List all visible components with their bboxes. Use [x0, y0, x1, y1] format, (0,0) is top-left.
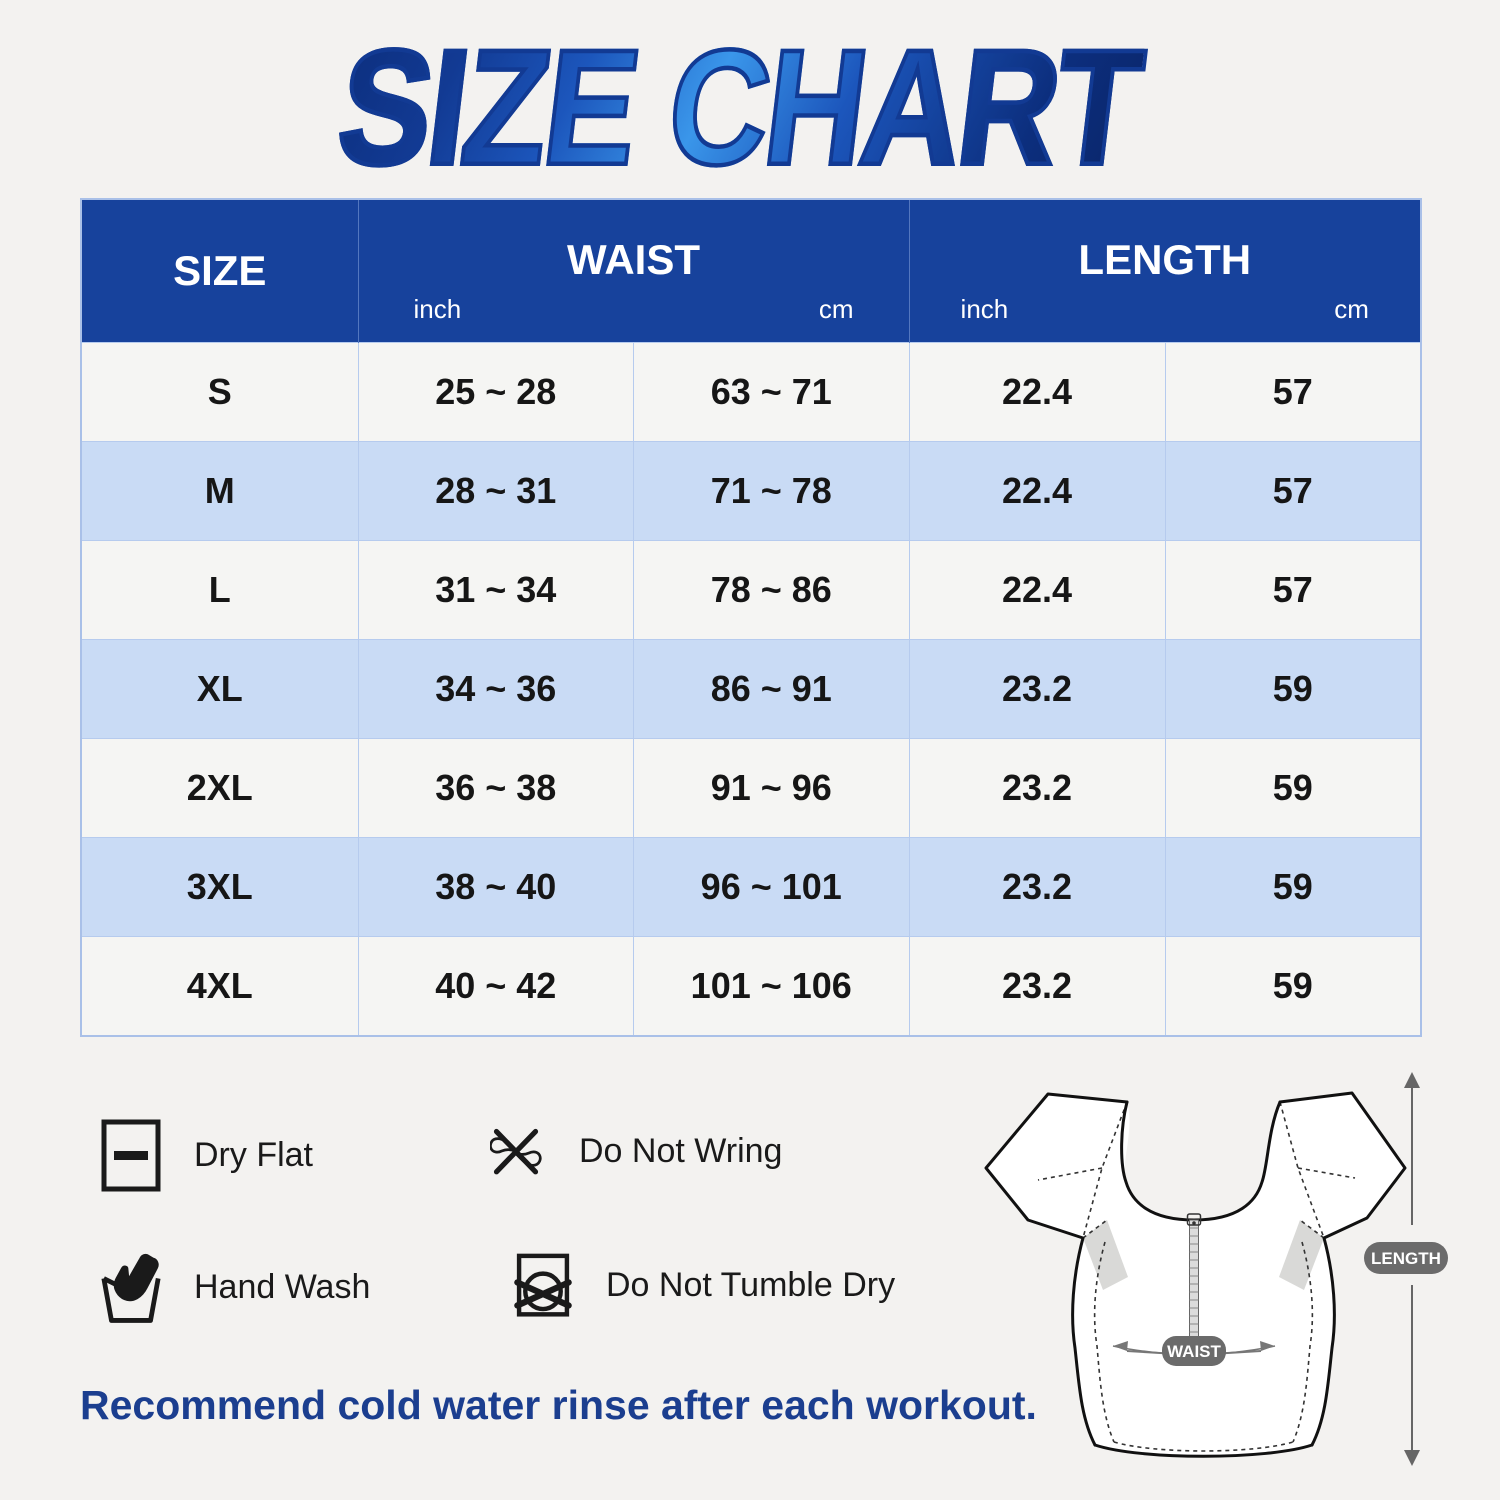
- svg-text:LENGTH: LENGTH: [1371, 1249, 1441, 1268]
- svg-text:WAIST: WAIST: [1167, 1342, 1221, 1361]
